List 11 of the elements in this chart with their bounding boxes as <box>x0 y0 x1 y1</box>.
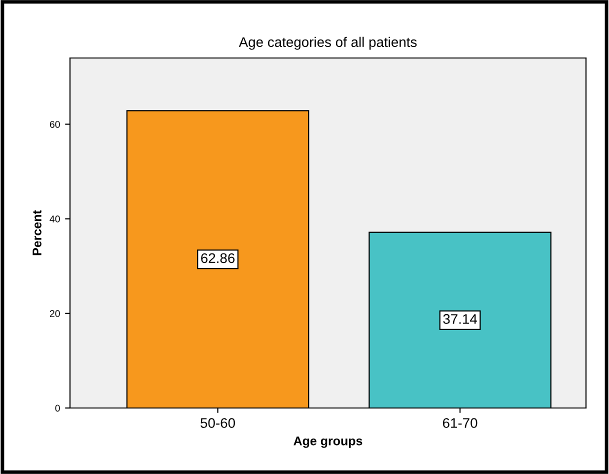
x-tick-label: 61-70 <box>442 418 478 428</box>
data-label: 37.14 <box>443 314 477 324</box>
y-tick-label: 0 <box>55 404 60 412</box>
x-tick-label: 50-60 <box>200 418 235 428</box>
chart-title: Age categories of all patients <box>238 36 417 50</box>
y-tick-label: 20 <box>50 310 60 318</box>
data-label: 62.86 <box>201 253 235 264</box>
x-axis-title: Age groups <box>294 436 362 448</box>
y-tick-label: 60 <box>50 120 60 128</box>
y-tick-label: 40 <box>50 216 60 222</box>
y-axis-title: Percent <box>32 210 42 256</box>
